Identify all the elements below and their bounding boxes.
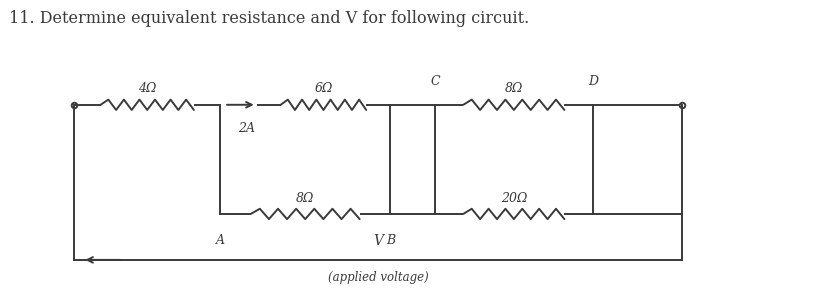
- Text: A: A: [215, 234, 224, 247]
- Text: C: C: [430, 75, 440, 88]
- Text: 20Ω: 20Ω: [501, 192, 527, 205]
- Text: 6Ω: 6Ω: [315, 82, 333, 95]
- Text: 4Ω: 4Ω: [138, 82, 156, 95]
- Text: 2A: 2A: [238, 122, 255, 135]
- Text: 8Ω: 8Ω: [505, 82, 523, 95]
- Text: (applied voltage): (applied voltage): [328, 271, 428, 284]
- Text: 11. Determine equivalent resistance and V for following circuit.: 11. Determine equivalent resistance and …: [10, 10, 530, 27]
- Text: V: V: [373, 234, 383, 249]
- Text: B: B: [385, 234, 395, 247]
- Text: D: D: [588, 75, 598, 88]
- Text: 8Ω: 8Ω: [296, 192, 315, 205]
